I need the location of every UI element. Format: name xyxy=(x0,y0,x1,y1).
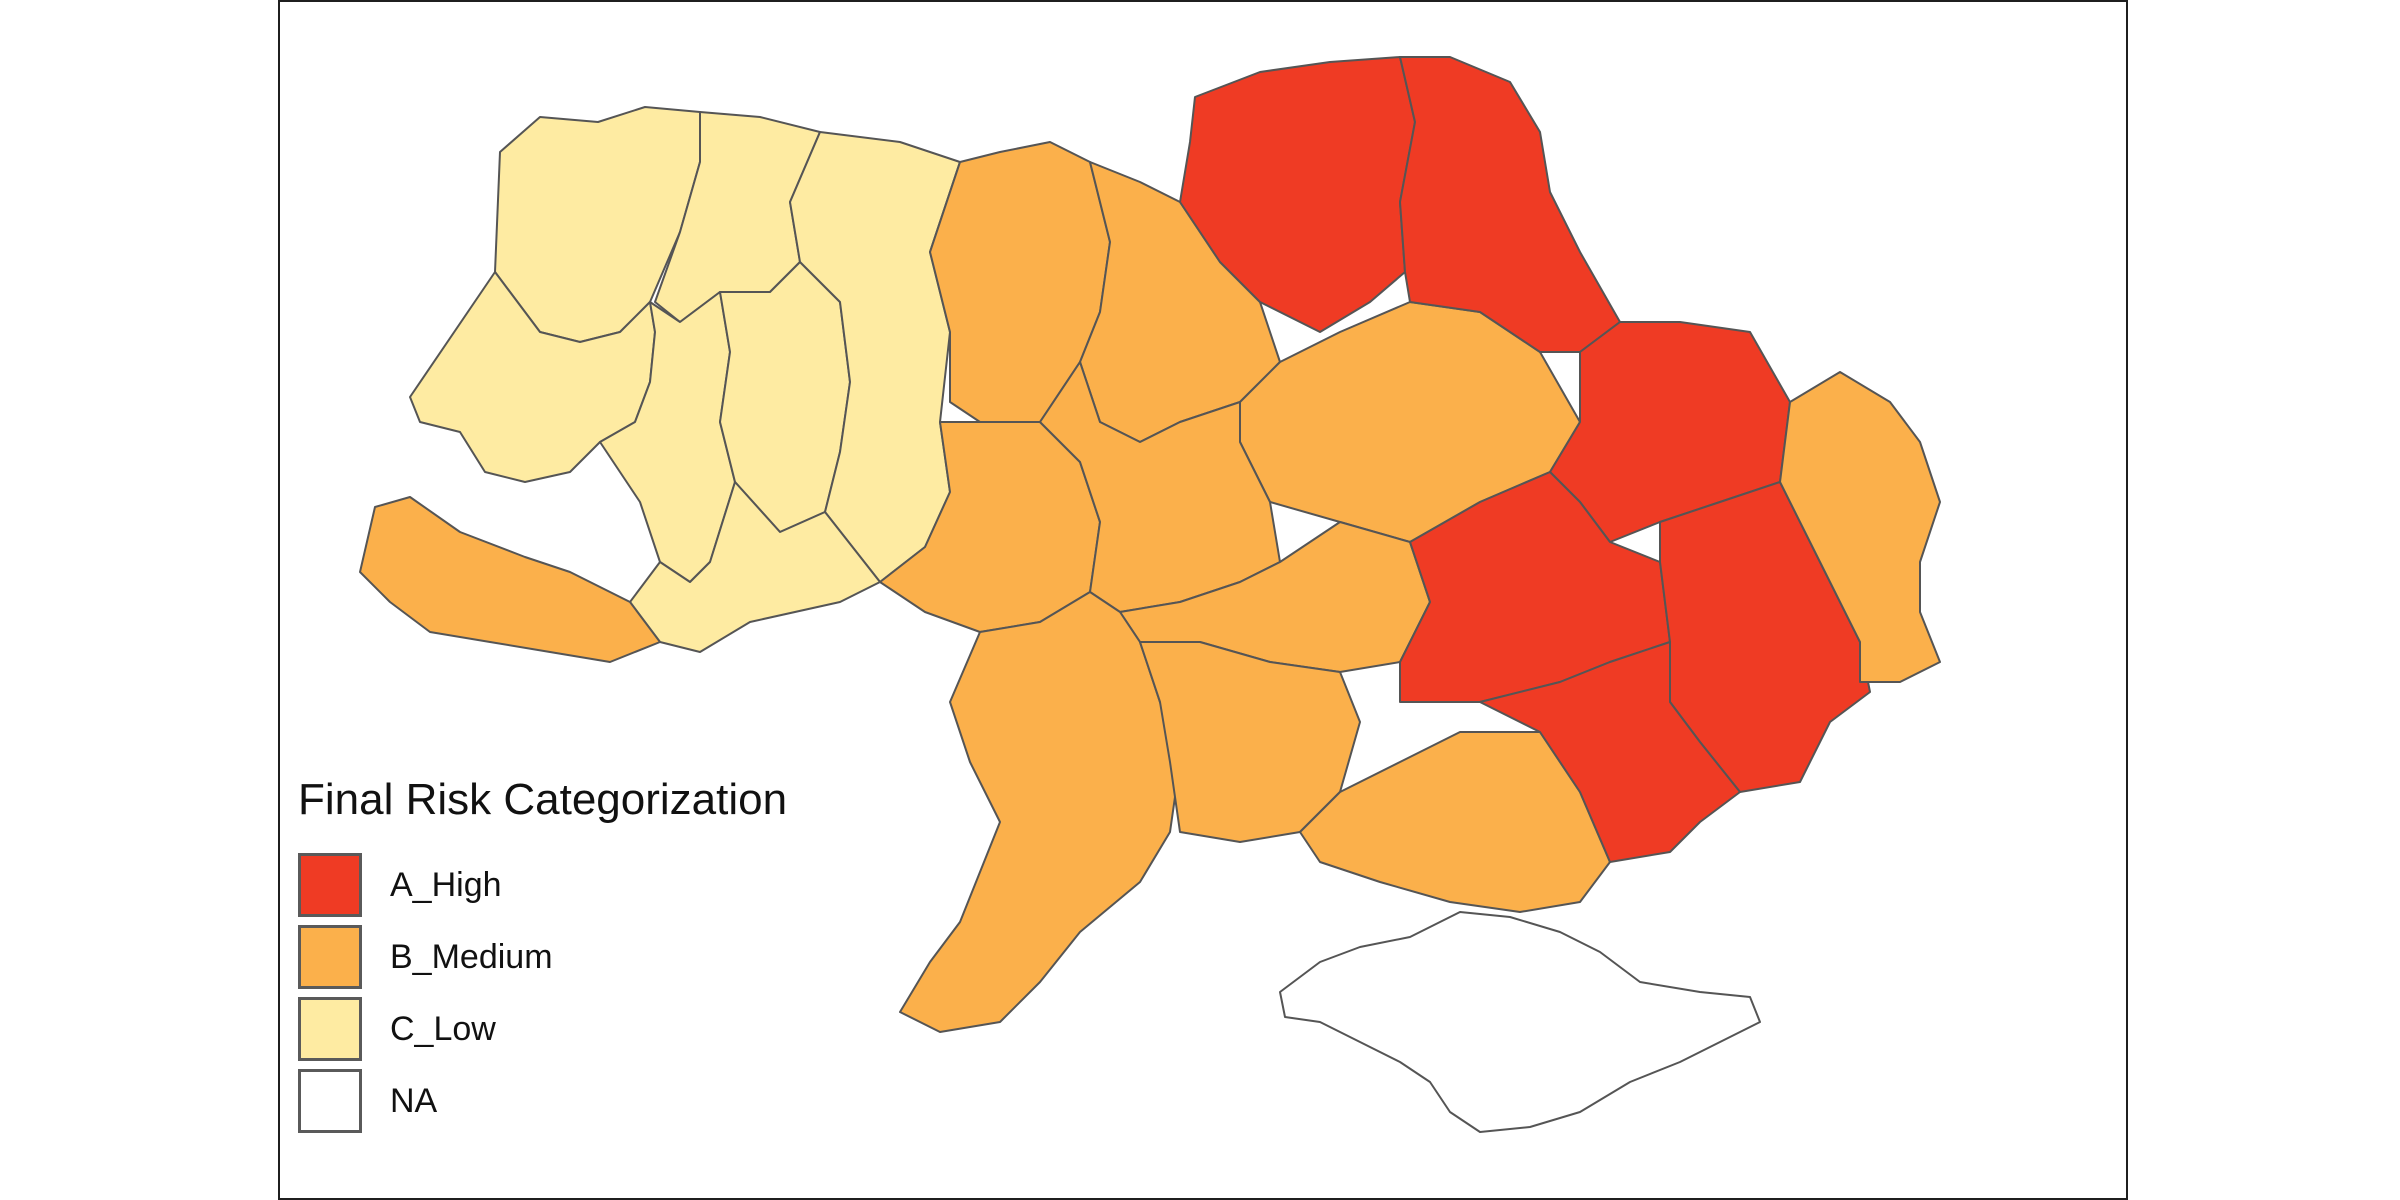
legend: Final Risk Categorization A_High B_Mediu… xyxy=(298,775,787,1137)
legend-swatch-medium xyxy=(298,925,362,989)
legend-item-na: NA xyxy=(298,1065,787,1137)
legend-title: Final Risk Categorization xyxy=(298,775,788,824)
legend-label-high: A_High xyxy=(390,865,502,904)
legend-label-na: NA xyxy=(390,1081,438,1120)
legend-item-medium: B_Medium xyxy=(298,921,787,993)
legend-label-low: C_Low xyxy=(390,1009,496,1048)
legend-swatch-low xyxy=(298,997,362,1061)
region-medium-zakarpattia xyxy=(359,496,661,663)
legend-item-high: A_High xyxy=(298,849,787,921)
legend-swatch-na xyxy=(298,1069,362,1133)
legend-item-low: C_Low xyxy=(298,993,787,1065)
legend-swatch-high xyxy=(298,853,362,917)
ukraine-risk-map xyxy=(359,56,1941,1133)
region-medium-odesa xyxy=(899,591,1181,1033)
region-medium-luhansk xyxy=(1779,371,1941,683)
map-panel xyxy=(278,0,2128,1200)
region-na-crimea xyxy=(1279,911,1761,1133)
legend-label-medium: B_Medium xyxy=(390,937,553,976)
region-medium-kherson xyxy=(1299,731,1611,913)
region-high-zaporizhzhia xyxy=(1479,641,1741,863)
